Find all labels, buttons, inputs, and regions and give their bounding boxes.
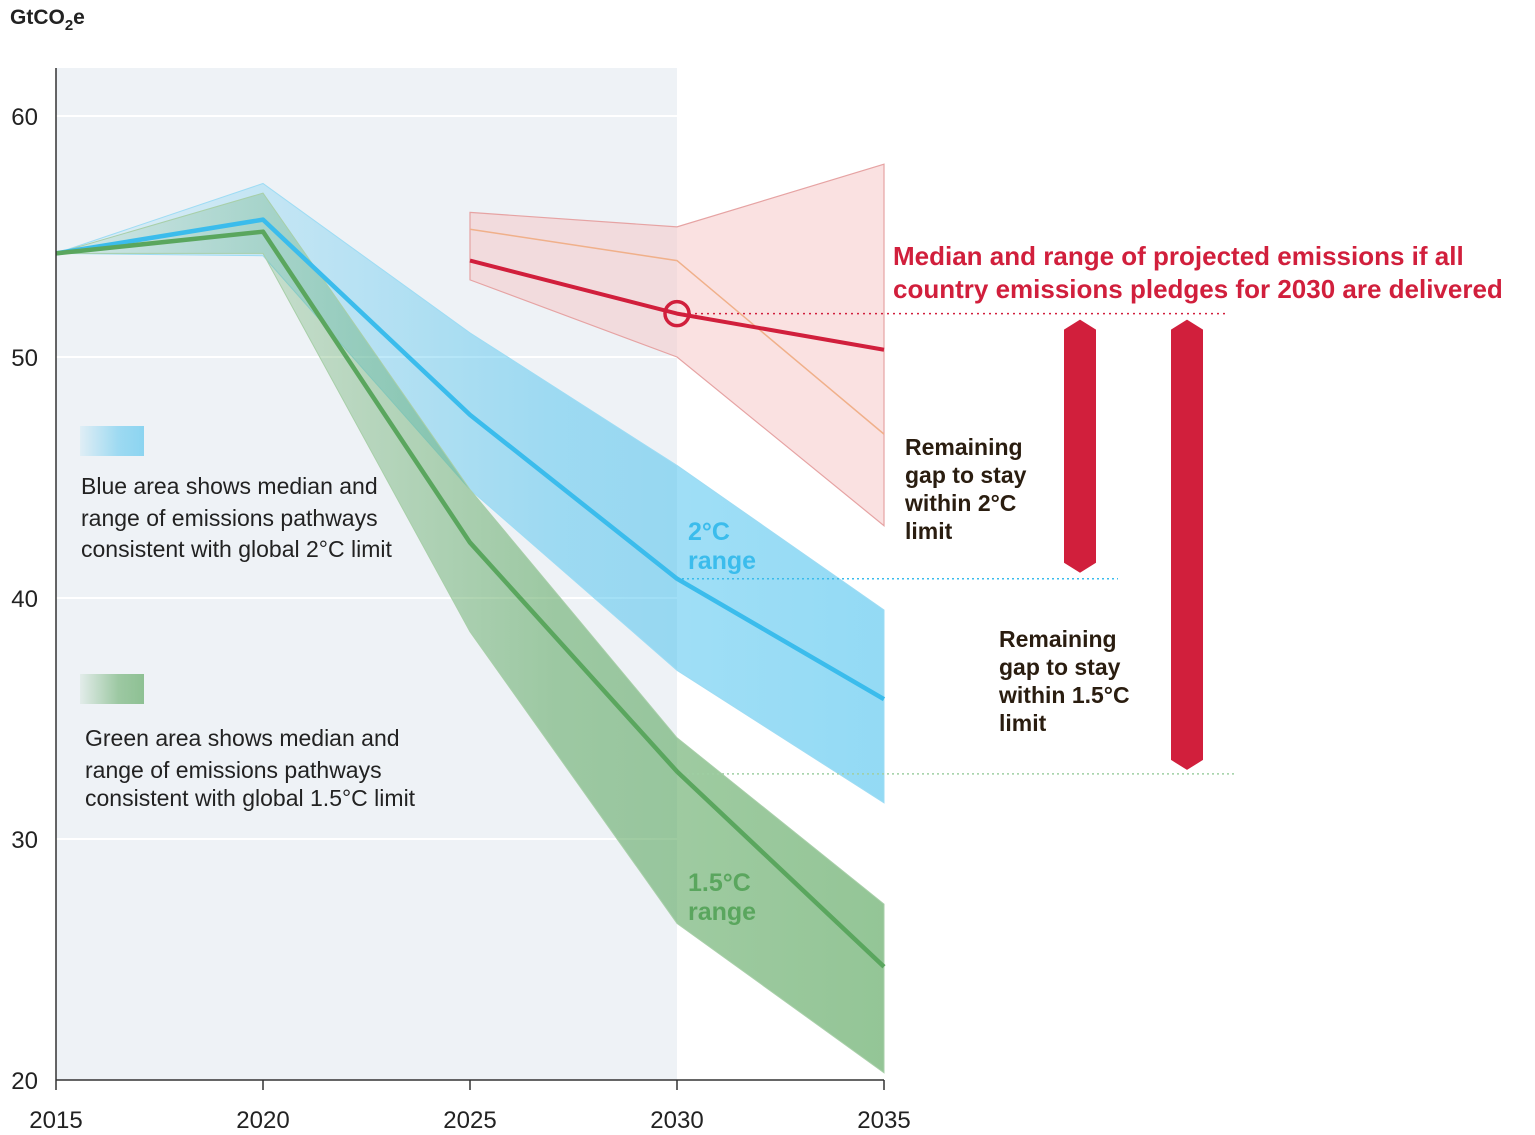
range-15c-line-2: range: [688, 898, 756, 926]
median-line-2c: [55, 217, 886, 702]
pledges-2030-marker: [663, 299, 691, 328]
gap-2c-annotation: Remaining gap to stay within 2°C limit: [904, 434, 1027, 544]
gap-bar-2c: [1064, 319, 1096, 573]
legend-blue-text: Blue area shows median and range of emis…: [81, 473, 392, 562]
x-tick-label-2015: 2015: [29, 1107, 82, 1134]
gap-bars: [1064, 319, 1203, 770]
gap-15c-line-4: limit: [999, 710, 1047, 736]
median-lines: [55, 217, 886, 969]
legend-blue-line-2: range of emissions pathways: [81, 505, 378, 531]
legend-swatch-blue: [80, 426, 144, 456]
legend-green-line-1: Green area shows median and: [85, 725, 400, 751]
range-2c-line-1: 2°C: [688, 518, 730, 546]
median-line-pledges: [469, 258, 885, 352]
gap-2c-line-2: gap to stay: [905, 462, 1027, 488]
y-tick-label-60: 60: [11, 104, 38, 131]
range-15c-line-1: 1.5°C: [688, 869, 751, 897]
pledges-annotation: Median and range of projected emissions …: [893, 241, 1503, 304]
y-tick-label-50: 50: [11, 345, 38, 372]
legend-blue-line-1: Blue area shows median and: [81, 473, 378, 499]
gap-15c-annotation: Remaining gap to stay within 1.5°C limit: [998, 626, 1130, 736]
y-axis-unit: GtCO2e: [10, 6, 85, 34]
y-tick-label-30: 30: [11, 827, 38, 854]
legend-green-line-3: consistent with global 1.5°C limit: [85, 785, 416, 811]
pledges-line-1: Median and range of projected emissions …: [893, 241, 1464, 271]
range-bands: [55, 163, 885, 1074]
band-15c: [55, 192, 885, 1074]
gap-15c-line-1: Remaining: [999, 626, 1117, 652]
y-tick-label-40: 40: [11, 586, 38, 613]
gap-2c-line-3: within 2°C: [904, 490, 1016, 516]
gap-bar-15c: [1171, 319, 1203, 770]
gap-2c-line-1: Remaining: [905, 434, 1023, 460]
y-unit-subscript: 2: [65, 17, 73, 34]
band-pledges: [469, 163, 885, 527]
gap-2c-line-4: limit: [905, 518, 953, 544]
pledges-line-2: country emissions pledges for 2030 are d…: [893, 274, 1503, 304]
legend-green-line-2: range of emissions pathways: [85, 757, 382, 783]
gap-15c-line-2: gap to stay: [999, 654, 1121, 680]
range-2c-line-2: range: [688, 547, 756, 575]
y-unit-end: e: [73, 6, 85, 29]
legend-swatch-green: [80, 674, 144, 704]
range-2c-label: 2°C range: [688, 518, 756, 575]
x-tick-label-2020: 2020: [236, 1107, 289, 1134]
pledges-inner-line: [469, 228, 885, 435]
x-tick-label-2025: 2025: [443, 1107, 496, 1134]
range-15c-label: 1.5°C range: [688, 869, 756, 926]
median-line-15c: [55, 229, 886, 969]
x-tick-label-2030: 2030: [650, 1107, 703, 1134]
gap-15c-line-3: within 1.5°C: [998, 682, 1130, 708]
x-tick-label-2035: 2035: [857, 1107, 910, 1134]
y-unit-main: GtCO: [10, 6, 65, 29]
legend-blue-line-3: consistent with global 2°C limit: [81, 536, 392, 562]
reference-lines: [677, 312, 1235, 775]
legend-green-text: Green area shows median and range of emi…: [85, 725, 416, 811]
y-tick-label-20: 20: [11, 1068, 38, 1095]
